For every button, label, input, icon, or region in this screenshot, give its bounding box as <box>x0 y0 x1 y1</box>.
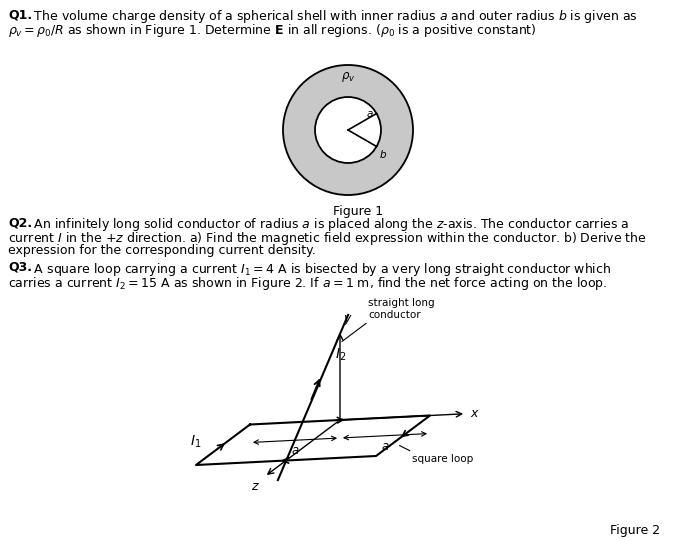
Text: Figure 1: Figure 1 <box>333 205 383 218</box>
Text: $\rho_v = \rho_0/R$ as shown in Figure 1. Determine $\mathbf{E}$ in all regions.: $\rho_v = \rho_0/R$ as shown in Figure 1… <box>8 22 537 39</box>
Text: $y$: $y$ <box>343 313 353 327</box>
Text: square loop: square loop <box>412 453 473 464</box>
Text: Q1.: Q1. <box>8 8 32 21</box>
Text: $\rho_v$: $\rho_v$ <box>341 70 355 84</box>
Text: carries a current $I_2 = 15$ A as shown in Figure 2. If $a = 1$ m, find the net : carries a current $I_2 = 15$ A as shown … <box>8 275 608 292</box>
Text: $I_2$: $I_2$ <box>335 347 346 363</box>
Text: $x$: $x$ <box>470 407 480 420</box>
Circle shape <box>315 97 381 163</box>
Text: $a$: $a$ <box>291 444 299 457</box>
Text: current $I$ in the $+z$ direction. a) Find the magnetic field expression within : current $I$ in the $+z$ direction. a) Fi… <box>8 230 647 247</box>
Circle shape <box>283 65 413 195</box>
Text: The volume charge density of a spherical shell with inner radius $a$ and outer r: The volume charge density of a spherical… <box>30 8 638 25</box>
Text: Q3.: Q3. <box>8 261 32 274</box>
Text: A square loop carrying a current $I_1 = 4$ A is bisected by a very long straight: A square loop carrying a current $I_1 = … <box>30 261 611 278</box>
Text: $a$: $a$ <box>381 440 389 453</box>
Text: $I_1$: $I_1$ <box>190 434 201 450</box>
Text: $a$: $a$ <box>366 109 374 119</box>
Text: expression for the corresponding current density.: expression for the corresponding current… <box>8 244 316 257</box>
Text: $z$: $z$ <box>251 480 259 493</box>
Text: Figure 2: Figure 2 <box>610 524 660 537</box>
Text: $b$: $b$ <box>379 148 387 160</box>
Text: straight long
conductor: straight long conductor <box>368 298 435 320</box>
Text: Q2.: Q2. <box>8 216 32 229</box>
Text: An infinitely long solid conductor of radius $a$ is placed along the $z$-axis. T: An infinitely long solid conductor of ra… <box>30 216 629 233</box>
